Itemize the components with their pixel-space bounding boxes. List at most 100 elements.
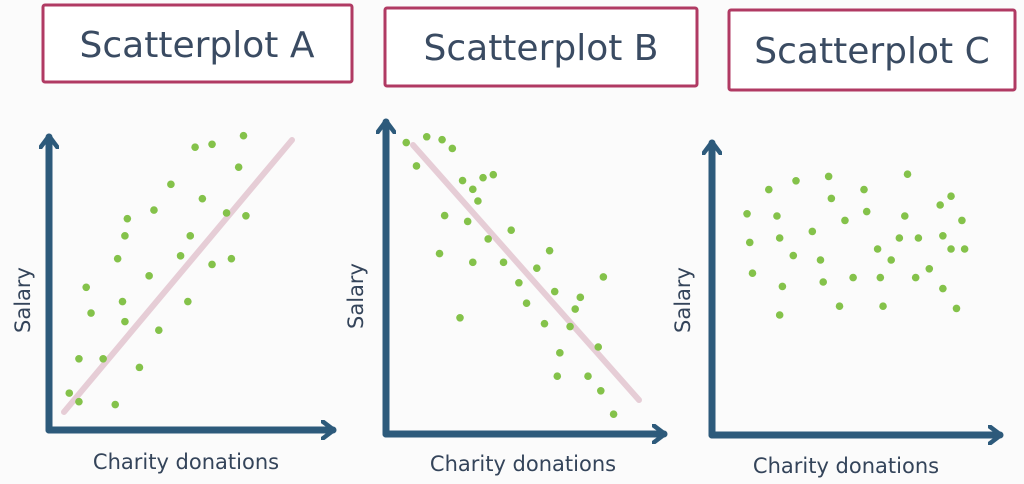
y-label-a: Salary bbox=[11, 267, 35, 333]
data-point-b-24 bbox=[550, 287, 559, 296]
data-point-c-25 bbox=[895, 234, 904, 242]
x-label-c: Charity donations bbox=[753, 454, 939, 478]
points-a bbox=[65, 131, 250, 409]
data-point-b-2 bbox=[412, 162, 421, 170]
data-point-b-21 bbox=[533, 264, 541, 272]
data-point-a-17 bbox=[176, 252, 185, 260]
data-point-c-14 bbox=[824, 172, 833, 181]
data-point-c-6 bbox=[775, 234, 784, 242]
panel-b: Scatterplot B Charity donations Salary bbox=[344, 6, 699, 476]
panel-a: Scatterplot A Charity donations Salary bbox=[11, 3, 354, 474]
data-point-b-16 bbox=[469, 258, 477, 267]
data-point-b-22 bbox=[540, 319, 549, 328]
data-point-a-26 bbox=[234, 163, 243, 171]
data-point-a-12 bbox=[135, 363, 144, 372]
data-point-a-3 bbox=[87, 309, 95, 317]
data-point-a-22 bbox=[208, 140, 216, 149]
data-point-a-16 bbox=[167, 180, 175, 189]
x-label-a: Charity donations bbox=[93, 450, 279, 474]
data-point-c-22 bbox=[876, 273, 885, 282]
y-label-c: Salary bbox=[671, 267, 695, 333]
data-point-b-34 bbox=[571, 305, 579, 313]
data-point-c-3 bbox=[748, 269, 757, 278]
data-point-a-13 bbox=[145, 272, 153, 280]
data-point-b-15 bbox=[484, 235, 492, 243]
x-label-b: Charity donations bbox=[430, 452, 616, 476]
data-point-b-5 bbox=[448, 144, 457, 153]
data-point-c-23 bbox=[879, 302, 887, 311]
data-point-b-12 bbox=[456, 314, 464, 322]
data-point-c-16 bbox=[835, 302, 844, 311]
data-point-a-11 bbox=[121, 317, 129, 326]
trendline-b bbox=[410, 142, 642, 403]
panel-c: Scatterplot C Charity donations Salary bbox=[671, 8, 1017, 478]
data-point-b-27 bbox=[566, 322, 574, 331]
data-point-c-30 bbox=[936, 201, 944, 209]
data-point-a-10 bbox=[123, 214, 132, 223]
data-point-b-8 bbox=[479, 173, 487, 182]
data-point-c-24 bbox=[887, 256, 895, 264]
data-point-c-36 bbox=[958, 216, 966, 225]
data-point-c-17 bbox=[841, 216, 849, 225]
data-point-c-7 bbox=[775, 311, 784, 319]
data-point-c-27 bbox=[903, 170, 912, 178]
data-point-a-9 bbox=[121, 232, 129, 240]
data-point-c-37 bbox=[960, 245, 969, 253]
data-point-c-29 bbox=[925, 265, 934, 273]
data-point-a-1 bbox=[65, 389, 74, 397]
data-point-b-17 bbox=[499, 258, 508, 267]
data-point-b-6 bbox=[458, 176, 467, 185]
data-point-c-19 bbox=[860, 185, 868, 194]
data-point-c-1 bbox=[743, 210, 751, 218]
data-point-a-25 bbox=[227, 254, 236, 263]
data-point-c-32 bbox=[939, 284, 947, 293]
y-label-b: Salary bbox=[344, 263, 368, 329]
data-point-c-13 bbox=[819, 278, 827, 286]
data-point-b-19 bbox=[515, 278, 523, 287]
data-point-a-14 bbox=[150, 206, 158, 214]
data-point-a-23 bbox=[208, 260, 216, 269]
data-point-c-8 bbox=[778, 282, 787, 291]
data-point-a-20 bbox=[191, 143, 199, 151]
title-box-a bbox=[41, 3, 354, 84]
points-c bbox=[743, 170, 969, 319]
data-point-b-9 bbox=[489, 170, 498, 179]
data-point-a-5 bbox=[99, 355, 107, 363]
data-point-a-28 bbox=[242, 212, 250, 220]
data-point-a-21 bbox=[198, 194, 207, 203]
data-point-c-2 bbox=[745, 238, 754, 247]
data-point-a-15 bbox=[155, 326, 163, 335]
data-point-c-34 bbox=[947, 192, 955, 200]
data-point-a-18 bbox=[184, 297, 192, 306]
data-point-c-9 bbox=[792, 177, 800, 185]
data-point-c-28 bbox=[911, 273, 920, 282]
data-point-c-15 bbox=[827, 194, 836, 203]
data-point-b-18 bbox=[507, 226, 515, 234]
data-point-b-32 bbox=[599, 273, 608, 281]
data-point-c-21 bbox=[873, 245, 882, 253]
data-point-c-35 bbox=[952, 304, 961, 313]
data-point-c-20 bbox=[862, 207, 871, 216]
data-point-b-10 bbox=[440, 211, 449, 220]
title-box-c bbox=[727, 8, 1017, 92]
data-point-c-26 bbox=[901, 212, 909, 220]
data-point-a-24 bbox=[222, 209, 231, 217]
data-point-a-19 bbox=[186, 232, 195, 240]
data-point-b-3 bbox=[422, 132, 431, 141]
data-point-c-12 bbox=[816, 256, 825, 264]
data-point-a-7 bbox=[113, 254, 122, 263]
title-a: Scatterplot A bbox=[80, 25, 315, 66]
data-point-b-1 bbox=[402, 138, 411, 147]
data-point-c-31 bbox=[939, 232, 947, 240]
points-b bbox=[402, 132, 618, 418]
trendline-a bbox=[61, 137, 295, 415]
title-box-b bbox=[383, 6, 699, 88]
data-point-a-4 bbox=[82, 283, 90, 292]
data-point-c-11 bbox=[808, 227, 817, 236]
data-point-c-18 bbox=[849, 273, 857, 282]
data-point-b-28 bbox=[576, 293, 585, 302]
title-b: Scatterplot B bbox=[423, 28, 658, 69]
data-point-b-29 bbox=[584, 372, 592, 381]
data-point-b-13 bbox=[463, 217, 472, 226]
